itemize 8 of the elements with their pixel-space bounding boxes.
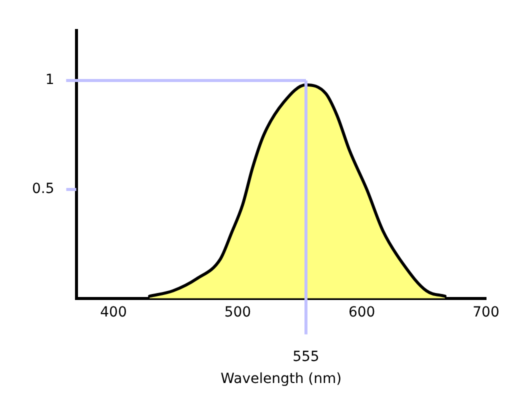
x-tick-label: 700 — [472, 304, 500, 320]
x-tick-label: 400 — [100, 304, 127, 320]
ref-line-label: 555 — [292, 349, 320, 366]
y-tick-label: 0.5 — [32, 181, 54, 198]
x-tick-label: 500 — [224, 304, 252, 320]
x-tick-label: 600 — [348, 304, 376, 320]
x-axis-title: Wavelength (nm) — [220, 371, 342, 388]
y-tick-label: 1 — [45, 72, 54, 88]
